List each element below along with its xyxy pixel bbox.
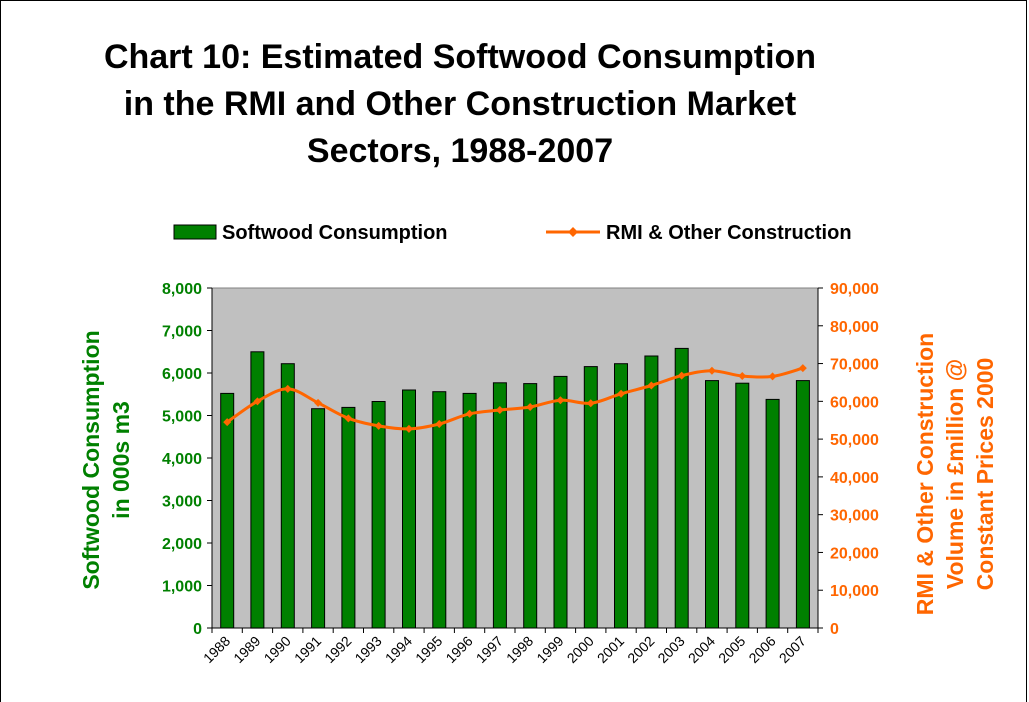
bar-1997 (492, 382, 507, 629)
chart-title: Chart 10: Estimated Softwood Consumption… (103, 38, 817, 170)
point-2003 (677, 371, 686, 380)
y2-tick-label: 40,000 (830, 470, 879, 487)
x-tick-label: 1996 (442, 633, 475, 666)
x-tick-label: 1997 (473, 633, 506, 666)
point-1989 (253, 397, 262, 406)
x-tick-label: 2007 (776, 633, 809, 666)
legend-swatch-softwood (173, 224, 217, 240)
x-tick-label: 2006 (745, 633, 778, 666)
y2-tick-label: 60,000 (830, 394, 879, 411)
point-2000 (586, 399, 595, 408)
bar-1999 (553, 375, 568, 629)
x-tick-label: 2005 (715, 633, 748, 666)
point-2004 (707, 366, 716, 375)
point-1988 (223, 418, 232, 427)
x-tick-label: 2003 (654, 633, 687, 666)
legend-marker-rmi (568, 227, 578, 237)
point-2006 (768, 372, 777, 381)
bar-2006 (765, 398, 780, 629)
point-1994 (404, 424, 413, 433)
x-tick-label: 1989 (230, 633, 263, 666)
bar-2007 (795, 380, 810, 629)
y-tick-label: 6,000 (162, 366, 202, 383)
x-tick-label: 2002 (624, 633, 657, 666)
y2-axis-title-line-3: Constant Prices 2000 (972, 358, 998, 591)
y2-tick-label: 20,000 (830, 545, 879, 562)
point-1992 (344, 414, 353, 423)
bar-1992 (341, 406, 356, 629)
x-tick-label: 1990 (261, 633, 294, 666)
y-tick-label: 2,000 (162, 536, 202, 553)
bar-2004 (705, 380, 719, 629)
x-tick-label: 2000 (564, 633, 597, 666)
y-tick-label: 5,000 (162, 409, 202, 426)
point-2007 (798, 364, 807, 373)
y-tick-label: 1,000 (162, 579, 202, 596)
x-tick-label: 1992 (321, 633, 354, 666)
y2-tick-label: 90,000 (830, 281, 879, 298)
bar-2003 (674, 347, 689, 629)
point-1997 (495, 406, 504, 415)
y2-tick-label: 70,000 (830, 357, 879, 374)
point-2001 (617, 389, 626, 398)
bar-1993 (371, 401, 386, 629)
bar-1998 (523, 383, 538, 629)
point-1991 (314, 398, 323, 407)
point-1995 (435, 420, 444, 428)
line-series (223, 364, 807, 433)
y2-tick-label: 50,000 (830, 432, 879, 449)
legend: Softwood Consumption RMI & Other Constru… (173, 222, 852, 244)
y-axis-title-line-2: in 000s m3 (108, 401, 134, 519)
x-tick-label: 1993 (351, 633, 384, 666)
x-tick-label: 1995 (412, 633, 445, 666)
y-axis-title-line-1: Softwood Consumption (78, 330, 104, 589)
bar-1990 (280, 363, 295, 629)
x-tick-label: 2004 (685, 633, 718, 666)
y2-tick-label: 0 (830, 621, 839, 638)
bar-1988 (220, 392, 235, 629)
point-1990 (283, 384, 292, 393)
y-tick-label: 0 (193, 621, 202, 638)
legend-label-rmi: RMI & Other Construction (606, 222, 852, 244)
y2-tick-label: 80,000 (830, 319, 879, 336)
y-tick-label: 3,000 (162, 494, 202, 511)
bar-2002 (644, 355, 659, 629)
bar-1996 (462, 392, 477, 629)
x-tick-label: 1999 (533, 633, 566, 666)
bar-1989 (250, 351, 265, 629)
y2-tick-label: 10,000 (830, 583, 879, 600)
bar-2001 (614, 363, 628, 629)
y2-axis-title-line-2: Volume in £million @ (942, 359, 968, 589)
y-tick-label: 7,000 (162, 324, 202, 341)
y2-axis-title-line-1: RMI & Other Construction (912, 333, 938, 615)
point-1999 (556, 396, 565, 405)
bar-2005 (735, 382, 750, 629)
y-tick-label: 4,000 (162, 451, 202, 468)
x-tick-label: 2001 (594, 633, 627, 666)
point-1998 (526, 403, 535, 411)
point-1996 (465, 409, 474, 418)
point-2005 (738, 372, 747, 381)
x-tick-label: 1991 (291, 633, 324, 666)
point-2002 (647, 381, 656, 390)
x-tick-label: 1998 (503, 633, 536, 666)
y2-tick-label: 30,000 (830, 508, 879, 525)
y-tick-label: 8,000 (162, 281, 202, 298)
bar-1991 (311, 408, 326, 629)
x-tick-label: 1988 (200, 633, 233, 666)
x-tick-label: 1994 (382, 633, 415, 666)
legend-label-softwood: Softwood Consumption (222, 222, 448, 244)
plot-area (211, 287, 819, 629)
axes (207, 287, 823, 633)
point-1993 (374, 421, 383, 430)
